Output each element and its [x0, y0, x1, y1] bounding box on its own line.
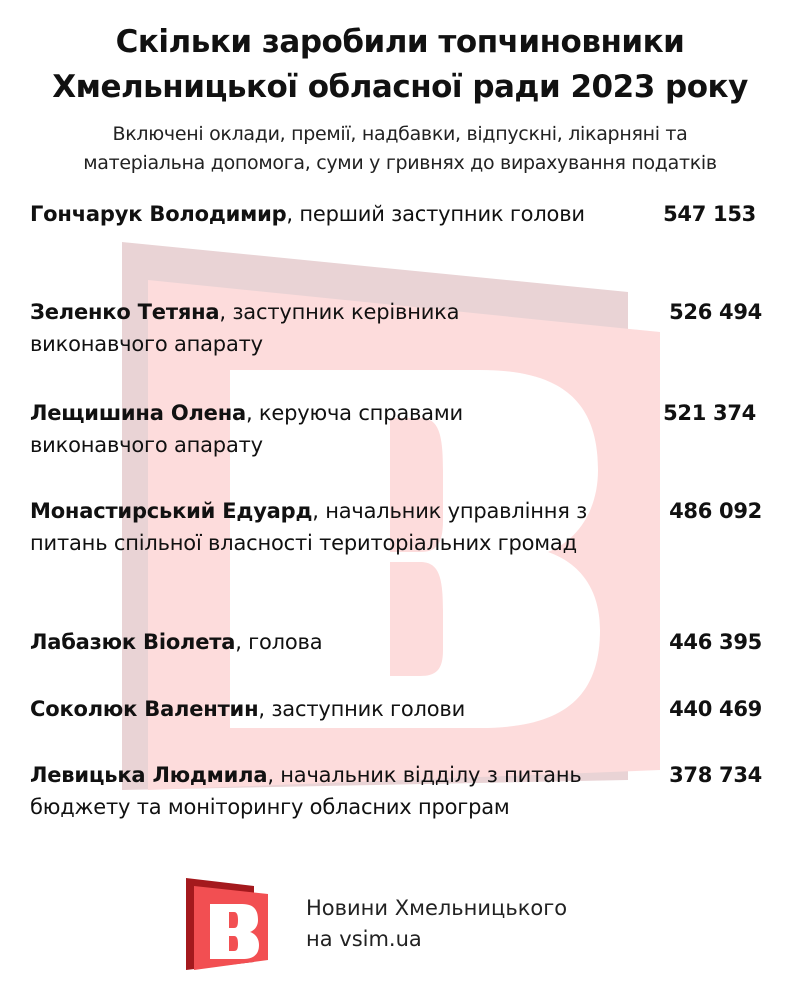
official-name: Лабазюк Віолета — [30, 630, 236, 654]
page-subtitle: Включені оклади, премії, надбавки, відпу… — [0, 120, 800, 178]
footer-caption: Новини Хмельницького на vsim.ua — [306, 893, 567, 955]
official-description: Зеленко Тетяна, заступник керівника вико… — [30, 296, 550, 360]
official-description: Лещишина Олена, керуюча справами виконав… — [30, 397, 550, 461]
official-position: , перший заступник голови — [286, 202, 585, 226]
official-position: , заступник керівника виконавчого апарат… — [30, 300, 460, 356]
official-description: Монастирський Едуард, начальник управлін… — [30, 495, 645, 559]
official-name: Соколюк Валентин — [30, 697, 259, 721]
official-amount: 526 494 — [669, 300, 762, 324]
official-amount: 486 092 — [669, 499, 762, 523]
official-row: Лабазюк Віолета, голова 446 395 — [30, 626, 770, 658]
official-name: Гончарук Володимир — [30, 202, 287, 226]
official-description: Соколюк Валентин, заступник голови — [30, 693, 645, 725]
official-name: Монастирський Едуард — [30, 499, 313, 523]
official-row: Левицька Людмила, начальник відділу з пи… — [30, 759, 770, 823]
official-position: , начальник управління з питань спільної… — [30, 499, 588, 555]
subtitle-line-1: Включені оклади, премії, надбавки, відпу… — [112, 123, 688, 145]
official-name: Левицька Людмила — [30, 763, 268, 787]
official-row: Гончарук Володимир, перший заступник гол… — [30, 198, 770, 230]
official-name: Зеленко Тетяна — [30, 300, 220, 324]
vsim-logo-icon — [186, 878, 268, 970]
official-description: Левицька Людмила, начальник відділу з пи… — [30, 759, 590, 823]
official-row: Соколюк Валентин, заступник голови 440 4… — [30, 693, 770, 725]
footer-line-1: Новини Хмельницького — [306, 896, 568, 920]
official-position: , голова — [235, 630, 323, 654]
watermark-letter-b — [230, 370, 600, 728]
official-amount: 547 153 — [663, 202, 756, 226]
official-amount: 440 469 — [669, 697, 762, 721]
subtitle-line-2: матеріальна допомога, суми у гривнях до … — [83, 152, 717, 174]
footer-line-2: на vsim.ua — [306, 927, 422, 951]
title-line-2: Хмельницької обласної ради 2023 року — [52, 69, 748, 105]
title-line-1: Скільки заробили топчиновники — [115, 24, 685, 60]
official-row: Зеленко Тетяна, заступник керівника вико… — [30, 296, 770, 360]
official-position: , заступник голови — [258, 697, 466, 721]
official-amount: 446 395 — [669, 630, 762, 654]
official-description: Гончарук Володимир, перший заступник гол… — [30, 198, 645, 230]
page-title: Скільки заробили топчиновники Хмельницьк… — [0, 20, 800, 110]
official-row: Монастирський Едуард, начальник управлін… — [30, 495, 770, 559]
official-description: Лабазюк Віолета, голова — [30, 626, 645, 658]
official-amount: 378 734 — [669, 763, 762, 787]
official-position: , начальник відділу з питань бюджету та … — [30, 763, 582, 819]
official-row: Лещишина Олена, керуюча справами виконав… — [30, 397, 770, 461]
official-name: Лещишина Олена — [30, 401, 246, 425]
official-amount: 521 374 — [663, 401, 756, 425]
official-position: , керуюча справами виконавчого апарату — [30, 401, 463, 457]
